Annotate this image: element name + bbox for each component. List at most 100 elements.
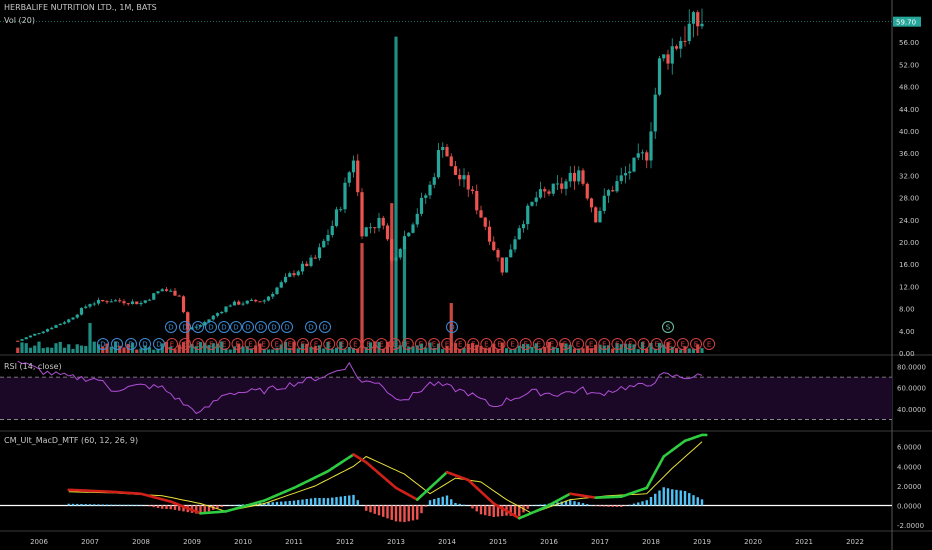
macd-histogram-bar [199, 505, 202, 515]
macd-histogram-bar [301, 499, 304, 506]
volume-bar [79, 345, 84, 353]
marker-letter: E [537, 341, 541, 349]
candle [203, 322, 207, 326]
chart-title: HERBALIFE NUTRITION LTD., 1M, BATS [4, 3, 157, 12]
volume-bar [509, 349, 513, 353]
volume-bar [687, 348, 691, 353]
macd-line-segment [653, 463, 661, 474]
volume-bar [58, 341, 62, 353]
volume-bar [351, 347, 356, 353]
macd-histogram-bar [335, 497, 338, 506]
candle [254, 299, 258, 302]
price-pane[interactable]: 59.70 [0, 8, 921, 342]
candle [139, 302, 143, 305]
macd-histogram-bar [127, 504, 130, 506]
volume-bar [594, 344, 598, 353]
candle [305, 263, 309, 266]
marker-circle [97, 338, 109, 350]
marker-circle [165, 321, 177, 333]
volume-bar [436, 343, 441, 353]
volume-bar [674, 348, 679, 353]
marker-circle [305, 321, 317, 333]
macd-histogram-bar [271, 502, 274, 506]
rsi-band [0, 377, 892, 420]
marker-circle [663, 338, 676, 350]
volume-bar [62, 347, 67, 353]
volume-bar [322, 348, 326, 353]
volume-bar [683, 346, 687, 353]
volume-bar [700, 348, 704, 353]
macd-histogram-bar [683, 491, 687, 506]
marker-letter: E [261, 341, 265, 349]
candle [649, 131, 653, 161]
marker-letter: E [170, 341, 174, 349]
volume-bar [288, 347, 292, 353]
marker-letter: E [445, 341, 449, 349]
marker-circle [244, 338, 257, 350]
volume-bar [156, 348, 160, 353]
macd-histogram-bar [377, 505, 381, 516]
macd-histogram-bar [543, 504, 546, 506]
candle [84, 306, 88, 308]
candle [360, 192, 364, 237]
candle [492, 241, 496, 251]
macd-histogram-bar [318, 497, 321, 506]
marker-letter: E [366, 341, 370, 349]
macd-histogram-bar [356, 500, 359, 506]
volume-bar [96, 344, 101, 353]
macd-histogram-bar [237, 504, 240, 506]
macd-histogram-bar [135, 504, 138, 506]
marker-letter: D [128, 341, 133, 349]
marker-circle [703, 338, 716, 350]
macd-histogram-bar [577, 502, 580, 506]
macd-histogram-bar [263, 502, 266, 506]
marker-letter: E [576, 341, 580, 349]
candle [521, 224, 526, 229]
candle [623, 173, 628, 176]
macd-histogram-bar [607, 505, 610, 507]
candle [368, 227, 373, 229]
volume-bar [296, 348, 300, 353]
macd-tick-label: 0.0000 [897, 503, 922, 511]
candle [377, 217, 381, 229]
candle [220, 311, 224, 314]
macd-histogram-bar [322, 498, 325, 506]
marker-circle [336, 338, 349, 350]
macd-histogram-bar [386, 505, 389, 519]
marker-circle [323, 338, 336, 350]
volume-bar [24, 343, 28, 353]
macd-tick-label: 6.0000 [897, 444, 922, 452]
volume-bar [109, 346, 113, 353]
volume-bar [407, 346, 411, 353]
volume-bar [271, 349, 275, 353]
volume-bar [679, 349, 683, 353]
marker-circle [319, 321, 331, 333]
rsi-tick-label: 60.0000 [897, 385, 926, 393]
marker-circle [650, 338, 663, 350]
candle [16, 340, 20, 342]
candle [96, 299, 101, 304]
candle [224, 306, 228, 312]
macd-histogram-bar [165, 505, 168, 509]
marker-letter: E [563, 341, 567, 349]
marker-letter: D [449, 324, 454, 332]
candle [207, 319, 211, 323]
marker-letter: E [196, 341, 200, 349]
candle [585, 183, 589, 199]
candle [300, 263, 305, 272]
rsi-pane[interactable] [0, 360, 892, 420]
candle [526, 205, 530, 225]
candle [198, 325, 203, 327]
macd-histogram-bar [394, 505, 398, 522]
marker-letter: D [322, 324, 327, 332]
rsi-tick-label: 40.0000 [897, 406, 926, 414]
candle [190, 327, 194, 330]
candle [555, 183, 560, 185]
volume-bar [300, 343, 305, 353]
macd-histogram-bar [437, 497, 440, 506]
marker-circle [179, 321, 191, 333]
macd-tick-label: 4.0000 [897, 463, 922, 471]
macd-pane[interactable] [0, 433, 892, 523]
